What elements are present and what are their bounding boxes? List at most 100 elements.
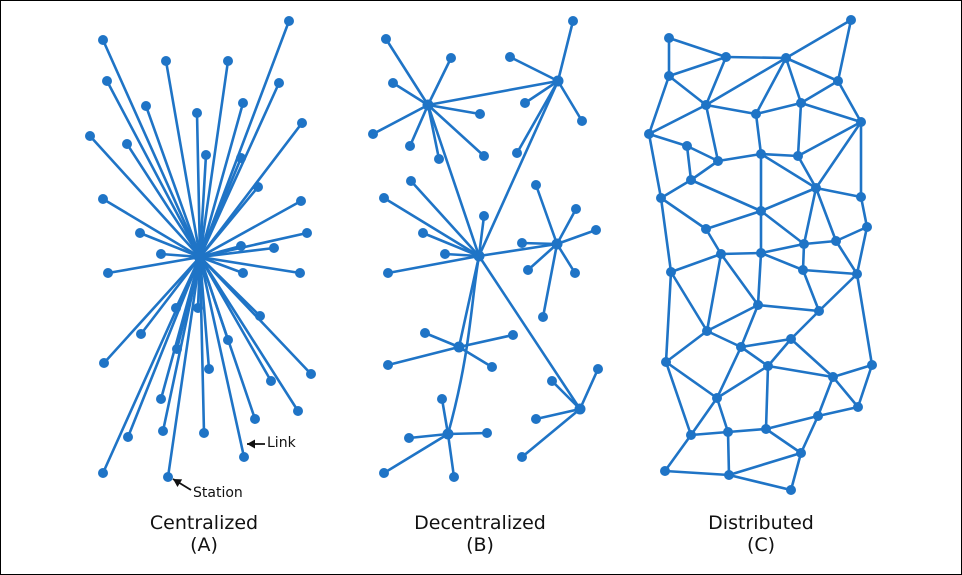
station-node <box>531 414 541 424</box>
station-callout-arrow <box>172 478 192 491</box>
station-callout-label: Station <box>193 485 243 501</box>
station-node <box>161 56 171 66</box>
mesh-link <box>856 363 874 409</box>
mesh-node <box>664 33 674 43</box>
station-node <box>577 116 587 126</box>
link <box>426 103 486 158</box>
mesh-link <box>727 451 803 477</box>
mesh-link <box>669 252 723 274</box>
panel-letter: (B) <box>466 534 494 556</box>
link <box>408 103 430 148</box>
mesh-node <box>799 239 809 249</box>
station-node <box>517 238 527 248</box>
mesh-node <box>724 470 734 480</box>
station-node <box>239 452 249 462</box>
station-node <box>306 369 316 379</box>
mesh-link <box>759 242 806 255</box>
station-node <box>98 194 108 204</box>
link <box>555 228 598 246</box>
link <box>138 231 202 259</box>
mesh-link <box>647 103 708 136</box>
mesh-node <box>756 206 766 216</box>
link <box>550 379 582 411</box>
link <box>556 79 584 123</box>
link <box>526 242 559 272</box>
mesh-node <box>811 183 821 193</box>
mesh-link <box>802 239 838 246</box>
mesh-node <box>682 141 692 151</box>
panel-title: Centralized <box>149 512 259 534</box>
link <box>198 255 206 435</box>
mesh-node <box>656 193 666 203</box>
station-node <box>404 433 414 443</box>
hub-node <box>442 428 454 440</box>
mesh-node <box>814 306 824 316</box>
station-node <box>420 328 430 338</box>
station-node <box>85 131 95 141</box>
mesh-link <box>704 103 720 163</box>
mesh-link <box>816 375 835 418</box>
mesh-node <box>798 265 808 275</box>
link <box>386 345 461 367</box>
station-node <box>193 303 203 313</box>
mesh-link <box>667 55 728 78</box>
station-node <box>238 268 248 278</box>
mesh-node <box>862 222 872 232</box>
mesh-link <box>689 396 719 437</box>
link <box>126 255 202 439</box>
station-node <box>199 428 209 438</box>
link <box>198 153 208 259</box>
link <box>198 101 245 259</box>
mesh-link <box>859 195 869 229</box>
link <box>382 196 481 258</box>
station-node <box>482 428 492 438</box>
link <box>409 179 481 258</box>
link <box>534 407 582 421</box>
link <box>508 55 560 83</box>
link <box>198 185 260 259</box>
mesh-node <box>701 224 711 234</box>
mesh-node <box>763 361 773 371</box>
link <box>198 255 245 275</box>
station-node <box>98 35 108 45</box>
mesh-link <box>814 120 863 190</box>
mesh-link <box>659 196 708 231</box>
mesh-node <box>702 326 712 336</box>
station-node <box>570 268 580 278</box>
backbone-link <box>426 103 481 258</box>
mesh-link <box>705 329 743 349</box>
mesh-node <box>813 411 823 421</box>
hub-node <box>551 238 563 250</box>
link <box>371 103 430 136</box>
link <box>423 331 461 349</box>
link <box>198 246 276 259</box>
link <box>555 207 578 246</box>
mesh-link <box>759 209 806 246</box>
station-node <box>547 376 557 386</box>
station-node <box>192 108 202 118</box>
mesh-node <box>751 109 761 119</box>
mesh-link <box>664 360 719 400</box>
mesh-link <box>726 427 768 434</box>
station-node <box>172 344 182 354</box>
mesh-link <box>855 225 869 276</box>
backbone-link <box>477 254 582 411</box>
panel-title: Distributed <box>708 512 814 534</box>
station-node <box>269 243 279 253</box>
station-node <box>512 148 522 158</box>
mesh-link <box>719 251 763 256</box>
station-node <box>238 98 248 108</box>
mesh-node <box>756 248 766 258</box>
backbone-link <box>426 79 560 107</box>
mesh-link <box>799 79 840 105</box>
link <box>541 242 559 319</box>
station-node <box>295 268 305 278</box>
station-node <box>98 468 108 478</box>
link <box>578 367 600 411</box>
link <box>556 19 575 83</box>
panel-letter: (C) <box>746 534 776 556</box>
mesh-link <box>739 337 793 349</box>
station-node <box>223 56 233 66</box>
link <box>391 81 430 107</box>
station-node <box>418 228 428 238</box>
